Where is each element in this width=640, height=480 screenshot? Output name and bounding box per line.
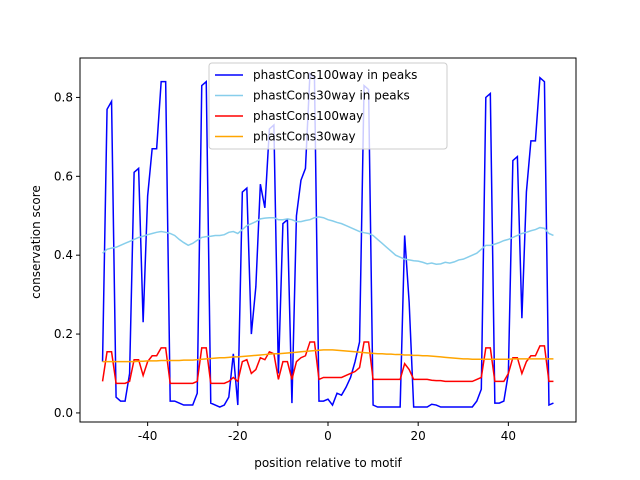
y-tick-label: 0.2: [54, 327, 73, 341]
x-tick-label: -40: [138, 429, 158, 443]
legend: phastCons100way in peaks phastCons30way i…: [208, 62, 448, 150]
data-line: [101, 341, 554, 385]
y-tick-label: 0.0: [54, 406, 73, 420]
legend-box: [208, 62, 448, 150]
data-line: [102, 216, 554, 266]
legend-label: phastCons100way in peaks: [253, 68, 417, 82]
x-axis-label: position relative to motif: [254, 456, 402, 470]
legend-label: phastCons100way: [253, 109, 363, 123]
x-tick-label: 40: [501, 429, 516, 443]
x-tick-label: 20: [411, 429, 426, 443]
data-line: [102, 349, 554, 363]
y-tick-label: 0.8: [54, 90, 73, 104]
legend-label: phastCons30way in peaks: [253, 89, 410, 103]
y-axis-label: conservation score: [29, 185, 43, 299]
y-tick-label: 0.6: [54, 169, 73, 183]
x-tick-label: -20: [228, 429, 248, 443]
x-tick-label: 0: [324, 429, 332, 443]
data-line: [101, 72, 554, 408]
plot-frame: [79, 57, 577, 423]
y-tick-label: 0.4: [54, 248, 73, 262]
legend-label: phastCons30way: [253, 130, 356, 144]
